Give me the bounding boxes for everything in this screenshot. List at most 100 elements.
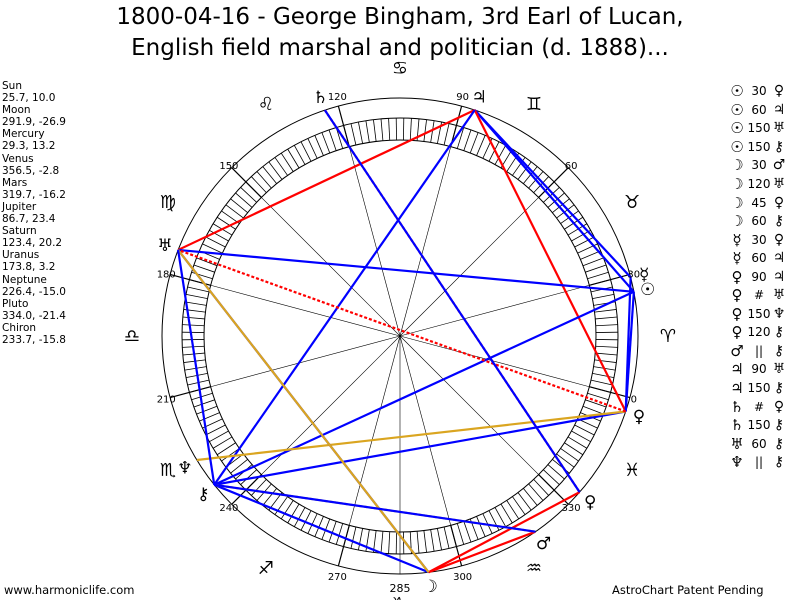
aspect-planet-1-glyph: ☿ — [732, 230, 742, 249]
aspect-row: ☉ 150 ♅ — [727, 119, 787, 138]
degree-label: 120 — [328, 92, 347, 103]
degree-tick — [506, 500, 520, 520]
aspect-planet-2-glyph: ⚷ — [773, 324, 785, 341]
degree-tick — [335, 523, 344, 545]
planet-glyph: ⚷ — [197, 485, 209, 505]
degree-tick — [209, 430, 229, 443]
degree-tick — [196, 405, 218, 415]
aspect-planet-1-glyph: ☽ — [730, 212, 744, 231]
degree-tick — [193, 399, 215, 408]
degree-tick — [307, 513, 318, 534]
degree-tick — [523, 488, 538, 506]
degree-tick — [571, 430, 591, 443]
aspect-planet-1-glyph: ☉ — [730, 137, 744, 156]
degree-tick — [580, 250, 601, 260]
degree-tick — [456, 523, 465, 545]
sign-boundary — [337, 105, 350, 147]
aspect-type: 90 — [751, 269, 767, 284]
planet-coords: 356.5, -2.8 — [2, 164, 60, 177]
aspect-planet-1-glyph: ☽ — [730, 156, 744, 175]
degree-tick — [595, 316, 618, 320]
degree-tick — [280, 500, 294, 520]
degree-tick — [182, 316, 205, 320]
planet-coords: 291.9, -26.9 — [2, 116, 66, 129]
aspect-planet-2-glyph: ⚷ — [773, 138, 785, 155]
planet-coords: 123.4, 20.2 — [2, 237, 63, 250]
planet-name: Mars — [2, 176, 28, 189]
footer-website[interactable]: www.harmoniclife.com — [4, 583, 135, 597]
house-spoke — [348, 146, 401, 337]
aspect-type: 30 — [751, 84, 767, 99]
degree-tick — [587, 392, 609, 401]
degree-tick — [512, 496, 526, 515]
aspect-planet-2-glyph: ♃ — [772, 101, 786, 118]
degree-tick — [423, 119, 427, 142]
aspect-row: ☽ 45 ♀ — [727, 193, 787, 212]
degree-tick — [595, 345, 618, 348]
chart-title: 1800-04-16 - George Bingham, 3rd Earl of… — [0, 2, 800, 64]
degree-tick — [235, 192, 253, 208]
degree-tick — [230, 459, 248, 474]
degree-tick — [358, 121, 363, 144]
zodiac-sign-glyph: ♓ — [624, 460, 640, 481]
aspect-planet-2-glyph: ♀ — [773, 231, 785, 248]
degree-label: 180 — [157, 269, 176, 280]
aspect-row: ☉ 150 ⚷ — [727, 138, 787, 157]
degree-tick — [380, 531, 384, 554]
degree-tick — [307, 138, 318, 159]
degree-tick — [476, 135, 486, 156]
planet-name: Pluto — [2, 297, 29, 310]
planet-name: Saturn — [2, 225, 37, 238]
ascendant-label: 285 — [390, 582, 411, 595]
zodiac-sign-glyph: ♉ — [624, 192, 640, 213]
degree-label: 90 — [456, 92, 469, 103]
aspect-type: || — [754, 455, 764, 470]
aspect-type: 60 — [751, 102, 767, 117]
aspect-planet-2-glyph: ♅ — [772, 287, 786, 304]
aspect-type: # — [753, 399, 765, 414]
degree-tick — [582, 405, 604, 415]
aspect-line — [473, 109, 627, 413]
degree-label: 210 — [157, 395, 176, 406]
sign-boundary — [169, 386, 211, 399]
aspect-planet-1-glyph: ♃ — [730, 379, 744, 398]
degree-tick — [185, 294, 208, 299]
aspect-line — [214, 410, 626, 486]
aspect-planet-2-glyph: ♅ — [772, 361, 786, 378]
degree-tick — [574, 424, 595, 436]
planet-glyph: ☽ — [423, 577, 438, 597]
planet-coords: 29.3, 13.2 — [2, 140, 56, 153]
degree-tick — [184, 301, 207, 306]
degree-tick — [528, 483, 544, 501]
aspect-planet-1-glyph: ♀ — [731, 304, 743, 323]
aspect-row: ☉ 30 ♀ — [727, 82, 787, 101]
aspect-row: ☽ 60 ⚷ — [727, 212, 787, 231]
planet-glyph: ♀ — [633, 407, 645, 427]
aspect-row: ☉ 60 ♃ — [727, 101, 787, 120]
degree-tick — [409, 118, 412, 141]
aspect-type: 120 — [747, 325, 771, 340]
zodiac-sign-glyph: ♑ — [392, 594, 408, 600]
degree-tick — [500, 503, 513, 524]
degree-tick — [585, 264, 607, 273]
house-spoke — [399, 335, 539, 475]
degree-tick — [517, 161, 532, 180]
degree-tick — [212, 436, 233, 449]
planet-coords: 25.7, 10.0 — [2, 92, 56, 105]
degree-tick — [262, 166, 277, 184]
aspect-planet-2-glyph: ♂ — [772, 157, 786, 174]
degree-tick — [443, 123, 450, 146]
aspect-type: 60 — [751, 214, 767, 229]
degree-tick — [494, 507, 507, 527]
aspect-planet-2-glyph: ♆ — [772, 305, 786, 322]
sign-boundary — [589, 386, 631, 399]
aspect-planet-2-glyph: ⚷ — [773, 380, 785, 397]
aspect-row: ☿ 30 ♀ — [727, 230, 787, 249]
zodiac-sign-glyph: ♋ — [392, 58, 408, 79]
degree-tick — [592, 373, 615, 378]
aspect-row: ♆ || ⚷ — [727, 453, 787, 472]
planet-coords: 226.4, -15.0 — [2, 285, 66, 298]
degree-tick — [543, 469, 560, 485]
degree-tick — [373, 530, 377, 553]
aspect-row: ♄ 150 ⚷ — [727, 416, 787, 435]
